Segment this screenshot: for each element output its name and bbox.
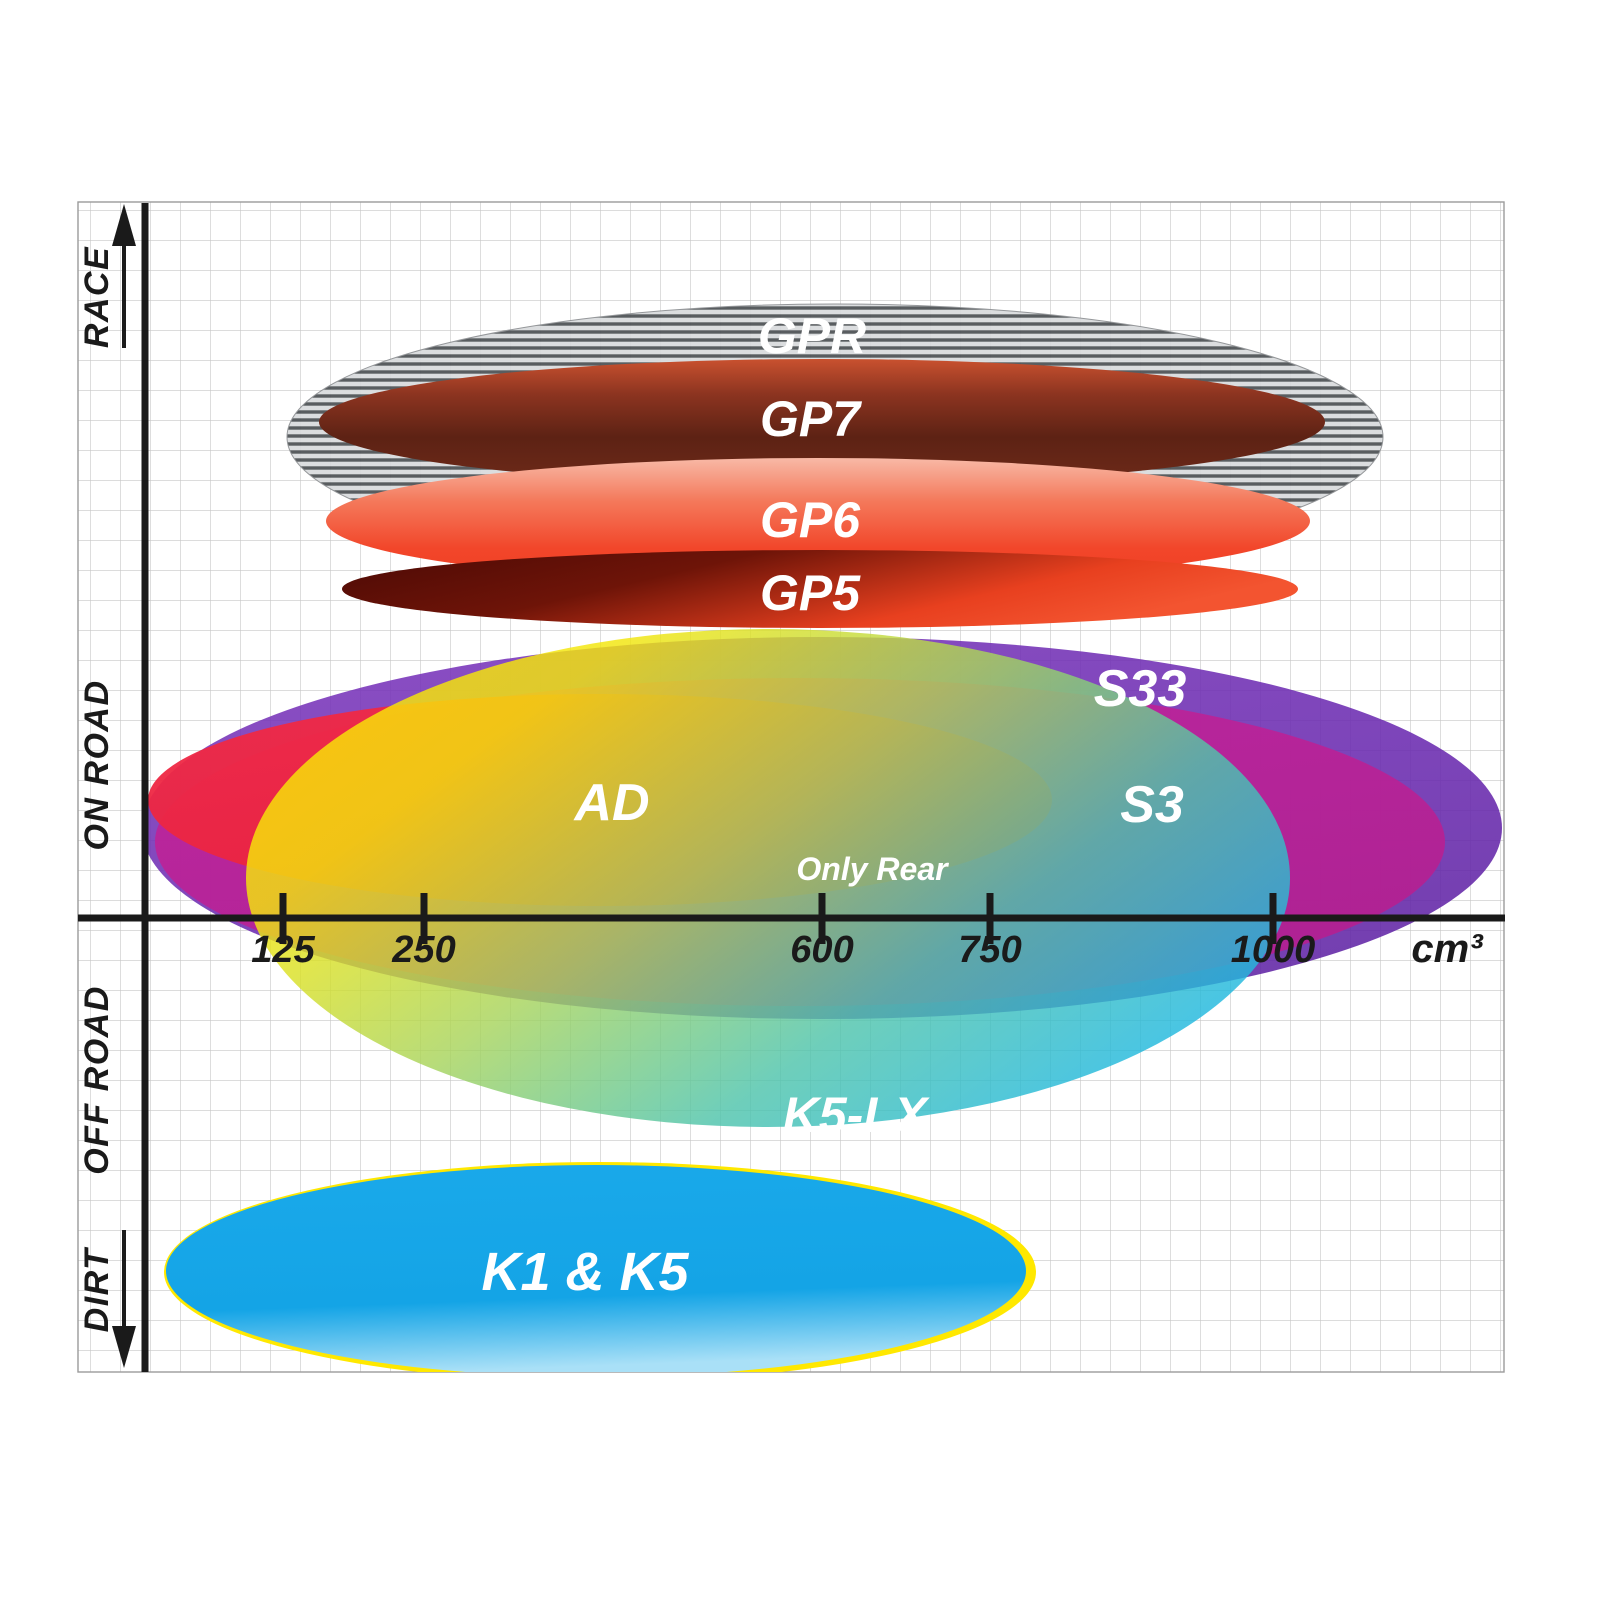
- dirt-arrow-icon: [112, 1230, 136, 1368]
- y-label-on-road: ON ROAD: [78, 679, 116, 850]
- series-label-k5lx: K5-LX: [783, 1087, 930, 1143]
- x-axis-tick-labels: 125 250 600 750 1000: [251, 929, 1315, 971]
- region-k1-k5: [164, 1162, 1036, 1372]
- region-gp7: [319, 359, 1325, 485]
- y-axis-category-labels: RACE ON ROAD OFF ROAD DIRT: [78, 246, 116, 1333]
- y-label-off-road: OFF ROAD: [78, 985, 116, 1175]
- series-label-gpr: GPR: [758, 308, 866, 364]
- series-label-gp7: GP7: [760, 391, 862, 447]
- x-tick-label-750: 750: [958, 929, 1021, 971]
- series-label-ad: AD: [572, 774, 649, 832]
- race-arrow-icon: [112, 204, 136, 348]
- axis-lines: [78, 203, 1505, 1372]
- region-gp6: [326, 458, 1310, 584]
- x-axis-ticks: [279, 893, 1277, 944]
- x-axis-unit-label: cm³: [1411, 927, 1484, 971]
- x-tick-label-125: 125: [251, 929, 315, 971]
- series-label-k1-k5: K1 & K5: [481, 1242, 689, 1302]
- y-label-dirt: DIRT: [78, 1246, 116, 1332]
- region-k5lx: [246, 629, 1290, 1127]
- x-tick-label-250: 250: [391, 929, 455, 971]
- region-gp5: [342, 550, 1298, 628]
- x-tick-label-1000: 1000: [1231, 929, 1316, 971]
- x-tick-label-600: 600: [790, 929, 853, 971]
- series-label-gp6: GP6: [760, 492, 861, 548]
- annotation-only-rear: Only Rear: [796, 851, 949, 887]
- series-labels: GPR GP7 GP6 GP5 S33 S3 AD K5-LX K1 & K5: [481, 308, 1186, 1302]
- y-label-race: RACE: [78, 246, 116, 348]
- series-label-gp5: GP5: [760, 565, 861, 621]
- series-label-s33: S33: [1094, 660, 1187, 718]
- series-label-s3: S3: [1120, 776, 1184, 834]
